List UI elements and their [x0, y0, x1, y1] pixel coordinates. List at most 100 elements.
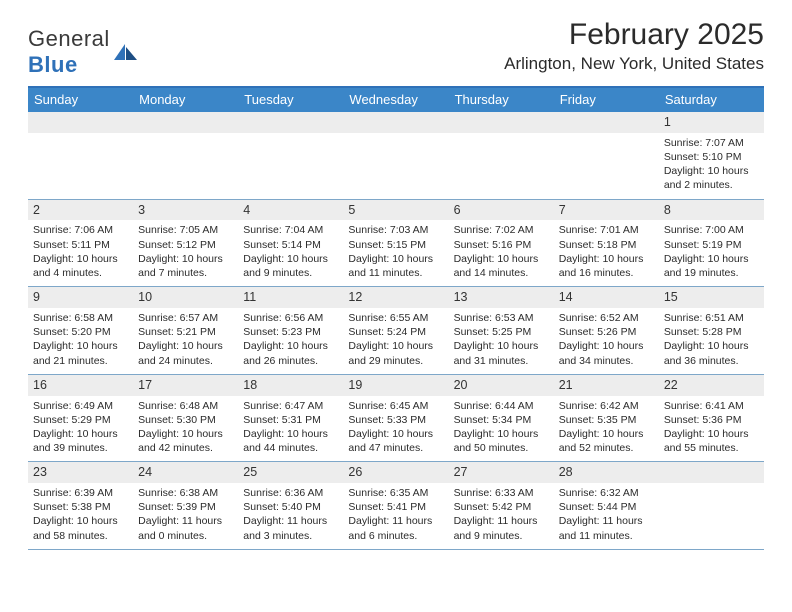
- day-number: 26: [343, 462, 448, 483]
- daylight-text: Daylight: 11 hours: [138, 514, 233, 528]
- calendar-cell: 26Sunrise: 6:35 AMSunset: 5:41 PMDayligh…: [343, 462, 448, 550]
- daylight-text: and 39 minutes.: [33, 441, 128, 455]
- sunset-text: Sunset: 5:41 PM: [348, 500, 443, 514]
- calendar-cell: 18Sunrise: 6:47 AMSunset: 5:31 PMDayligh…: [238, 375, 343, 463]
- calendar-cell: [659, 462, 764, 550]
- daylight-text: Daylight: 10 hours: [243, 427, 338, 441]
- daylight-text: Daylight: 10 hours: [348, 427, 443, 441]
- day-number: 21: [554, 375, 659, 396]
- calendar-cell: [554, 112, 659, 200]
- calendar-cell: 20Sunrise: 6:44 AMSunset: 5:34 PMDayligh…: [449, 375, 554, 463]
- sunrise-text: Sunrise: 7:04 AM: [243, 223, 338, 237]
- day-number-empty: [133, 112, 238, 133]
- daylight-text: and 19 minutes.: [664, 266, 759, 280]
- day-number: 10: [133, 287, 238, 308]
- daylight-text: and 36 minutes.: [664, 354, 759, 368]
- sunrise-text: Sunrise: 6:39 AM: [33, 486, 128, 500]
- day-number: 1: [659, 112, 764, 133]
- daylight-text: and 7 minutes.: [138, 266, 233, 280]
- daylight-text: Daylight: 10 hours: [664, 427, 759, 441]
- month-title: February 2025: [504, 18, 764, 52]
- calendar-cell: 14Sunrise: 6:52 AMSunset: 5:26 PMDayligh…: [554, 287, 659, 375]
- day-number: 24: [133, 462, 238, 483]
- sunset-text: Sunset: 5:40 PM: [243, 500, 338, 514]
- calendar-cell: 2 Sunrise: 7:06 AMSunset: 5:11 PMDaylight…: [28, 200, 133, 288]
- sunset-text: Sunset: 5:34 PM: [454, 413, 549, 427]
- sunset-text: Sunset: 5:39 PM: [138, 500, 233, 514]
- day-number: 12: [343, 287, 448, 308]
- daylight-text: and 14 minutes.: [454, 266, 549, 280]
- daylight-text: Daylight: 10 hours: [243, 252, 338, 266]
- weekday-header-row: Sunday Monday Tuesday Wednesday Thursday…: [28, 88, 764, 112]
- daylight-text: and 34 minutes.: [559, 354, 654, 368]
- daylight-text: and 9 minutes.: [454, 529, 549, 543]
- weekday-header: Wednesday: [343, 88, 448, 112]
- calendar-cell: [449, 112, 554, 200]
- sunset-text: Sunset: 5:42 PM: [454, 500, 549, 514]
- sunrise-text: Sunrise: 6:41 AM: [664, 399, 759, 413]
- sunrise-text: Sunrise: 7:06 AM: [33, 223, 128, 237]
- calendar-cell: 7Sunrise: 7:01 AMSunset: 5:18 PMDaylight…: [554, 200, 659, 288]
- calendar-cell: 5Sunrise: 7:03 AMSunset: 5:15 PMDaylight…: [343, 200, 448, 288]
- calendar-cell: 28Sunrise: 6:32 AMSunset: 5:44 PMDayligh…: [554, 462, 659, 550]
- calendar-cell: 10Sunrise: 6:57 AMSunset: 5:21 PMDayligh…: [133, 287, 238, 375]
- brand-logo: General Blue: [28, 18, 138, 78]
- sunrise-text: Sunrise: 6:51 AM: [664, 311, 759, 325]
- daylight-text: Daylight: 10 hours: [33, 514, 128, 528]
- daylight-text: and 44 minutes.: [243, 441, 338, 455]
- daylight-text: and 0 minutes.: [138, 529, 233, 543]
- daylight-text: Daylight: 10 hours: [33, 339, 128, 353]
- daylight-text: and 55 minutes.: [664, 441, 759, 455]
- calendar-cell: 1Sunrise: 7:07 AMSunset: 5:10 PMDaylight…: [659, 112, 764, 200]
- day-number: 11: [238, 287, 343, 308]
- day-number: 18: [238, 375, 343, 396]
- calendar-cell: 25Sunrise: 6:36 AMSunset: 5:40 PMDayligh…: [238, 462, 343, 550]
- sunset-text: Sunset: 5:16 PM: [454, 238, 549, 252]
- sunset-text: Sunset: 5:11 PM: [33, 238, 128, 252]
- day-number: 17: [133, 375, 238, 396]
- calendar-cell: 21Sunrise: 6:42 AMSunset: 5:35 PMDayligh…: [554, 375, 659, 463]
- daylight-text: Daylight: 10 hours: [559, 252, 654, 266]
- daylight-text: and 3 minutes.: [243, 529, 338, 543]
- location: Arlington, New York, United States: [504, 54, 764, 74]
- sunset-text: Sunset: 5:30 PM: [138, 413, 233, 427]
- sunrise-text: Sunrise: 7:03 AM: [348, 223, 443, 237]
- calendar-cell: 3Sunrise: 7:05 AMSunset: 5:12 PMDaylight…: [133, 200, 238, 288]
- day-number: 3: [133, 200, 238, 221]
- calendar-cell: 16Sunrise: 6:49 AMSunset: 5:29 PMDayligh…: [28, 375, 133, 463]
- daylight-text: Daylight: 10 hours: [664, 252, 759, 266]
- daylight-text: Daylight: 10 hours: [348, 252, 443, 266]
- day-number: 2: [28, 200, 133, 221]
- sunrise-text: Sunrise: 6:42 AM: [559, 399, 654, 413]
- daylight-text: and 24 minutes.: [138, 354, 233, 368]
- calendar-cell: 27Sunrise: 6:33 AMSunset: 5:42 PMDayligh…: [449, 462, 554, 550]
- daylight-text: and 29 minutes.: [348, 354, 443, 368]
- sunrise-text: Sunrise: 6:36 AM: [243, 486, 338, 500]
- daylight-text: Daylight: 11 hours: [559, 514, 654, 528]
- sunset-text: Sunset: 5:29 PM: [33, 413, 128, 427]
- daylight-text: Daylight: 11 hours: [454, 514, 549, 528]
- daylight-text: Daylight: 10 hours: [348, 339, 443, 353]
- calendar-cell: 23Sunrise: 6:39 AMSunset: 5:38 PMDayligh…: [28, 462, 133, 550]
- calendar-cell: 4Sunrise: 7:04 AMSunset: 5:14 PMDaylight…: [238, 200, 343, 288]
- day-number-empty: [659, 462, 764, 483]
- sunset-text: Sunset: 5:12 PM: [138, 238, 233, 252]
- daylight-text: and 50 minutes.: [454, 441, 549, 455]
- sunrise-text: Sunrise: 6:56 AM: [243, 311, 338, 325]
- brand-name-2: Blue: [28, 52, 78, 77]
- sunset-text: Sunset: 5:36 PM: [664, 413, 759, 427]
- daylight-text: Daylight: 10 hours: [664, 164, 759, 178]
- sunset-text: Sunset: 5:23 PM: [243, 325, 338, 339]
- sunset-text: Sunset: 5:15 PM: [348, 238, 443, 252]
- daylight-text: Daylight: 10 hours: [454, 427, 549, 441]
- sunrise-text: Sunrise: 6:57 AM: [138, 311, 233, 325]
- daylight-text: Daylight: 10 hours: [33, 252, 128, 266]
- day-number: 23: [28, 462, 133, 483]
- calendar-cell: 11Sunrise: 6:56 AMSunset: 5:23 PMDayligh…: [238, 287, 343, 375]
- calendar-grid: 1Sunrise: 7:07 AMSunset: 5:10 PMDaylight…: [28, 112, 764, 550]
- daylight-text: Daylight: 11 hours: [243, 514, 338, 528]
- sunrise-text: Sunrise: 6:53 AM: [454, 311, 549, 325]
- calendar: Sunday Monday Tuesday Wednesday Thursday…: [28, 86, 764, 550]
- day-number: 14: [554, 287, 659, 308]
- brand-name-1: General: [28, 26, 110, 51]
